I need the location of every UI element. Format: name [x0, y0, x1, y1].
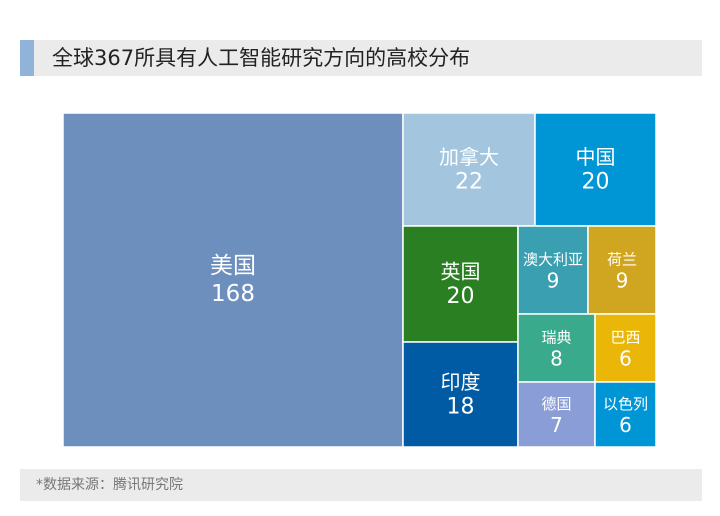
treemap-value-israel: 6	[619, 413, 632, 437]
treemap-label-uk: 英国	[441, 259, 481, 283]
treemap-label-india: 印度	[441, 370, 481, 394]
treemap-value-usa: 168	[211, 281, 255, 307]
treemap-cell-sweden: 瑞典8	[517, 313, 596, 383]
treemap-label-brazil: 巴西	[610, 328, 640, 346]
treemap-value-canada: 22	[455, 170, 483, 195]
treemap-value-netherlands: 9	[616, 269, 629, 293]
treemap-rect-germany	[517, 381, 596, 448]
treemap-label-usa: 美国	[210, 253, 256, 279]
source-bar: *数据来源：腾讯研究院	[20, 469, 702, 501]
chart-title: 全球367所具有人工智能研究方向的高校分布	[52, 46, 471, 70]
treemap-label-israel: 以色列	[603, 395, 648, 413]
treemap-value-india: 18	[447, 395, 475, 420]
title-bar: 全球367所具有人工智能研究方向的高校分布	[20, 40, 702, 76]
treemap-label-germany: 德国	[541, 395, 571, 413]
treemap-rect-israel	[594, 381, 657, 448]
treemap-cell-netherlands: 荷兰9	[587, 225, 657, 315]
treemap-cell-brazil: 巴西6	[594, 313, 657, 383]
treemap-rect-uk	[402, 225, 519, 343]
treemap-value-sweden: 8	[550, 347, 563, 371]
source-note: *数据来源：腾讯研究院	[36, 477, 183, 493]
treemap-cell-germany: 德国7	[517, 381, 596, 448]
treemap-value-uk: 20	[447, 284, 475, 309]
treemap-value-brazil: 6	[619, 347, 632, 371]
treemap-label-china: 中国	[576, 145, 616, 169]
treemap-value-australia: 9	[547, 269, 560, 293]
treemap-rect-china	[534, 112, 657, 227]
title-accent	[20, 40, 34, 76]
treemap-label-sweden: 瑞典	[541, 328, 571, 346]
treemap-label-canada: 加拿大	[439, 145, 499, 169]
treemap-rect-brazil	[594, 313, 657, 383]
treemap-rect-india	[402, 341, 519, 448]
treemap-label-netherlands: 荷兰	[607, 250, 637, 268]
treemap-value-china: 20	[582, 170, 610, 195]
treemap-label-australia: 澳大利亚	[523, 250, 583, 268]
treemap-value-germany: 7	[550, 413, 563, 437]
treemap-rect-sweden	[517, 313, 596, 383]
treemap-rect-canada	[402, 112, 536, 227]
